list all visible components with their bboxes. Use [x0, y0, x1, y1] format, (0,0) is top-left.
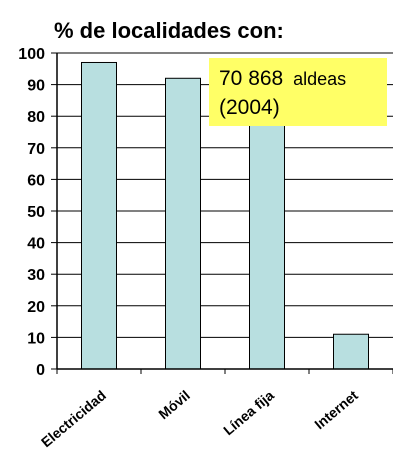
x-tick-label: Electricidad	[38, 387, 109, 450]
bar	[249, 112, 285, 370]
bar	[81, 61, 117, 370]
y-tick-label: 10	[27, 330, 45, 347]
x-tick-label: Línea fija	[220, 387, 277, 438]
y-tick-label: 70	[27, 141, 45, 158]
bar	[333, 333, 369, 370]
y-tick-label: 0	[36, 362, 45, 379]
bar	[165, 77, 201, 370]
chart-title: % de localidades con:	[54, 18, 284, 43]
annotation-number: 70 868	[219, 67, 283, 90]
annotation-background	[209, 58, 387, 126]
annotation-unit: aldeas	[293, 69, 346, 89]
y-tick-label: 40	[27, 236, 45, 253]
annotation-line-2: (2004)	[219, 96, 280, 119]
y-tick-label: 50	[27, 204, 45, 221]
x-tick-label: Móvil	[155, 387, 193, 422]
x-tick-labels: Electricidad Móvil Línea fija Internet	[38, 387, 361, 450]
y-tick-label: 20	[27, 299, 45, 316]
y-tick-label: 90	[27, 78, 45, 95]
annotation-line-1: 70 868 aldeas	[219, 67, 346, 90]
x-tick-label: Internet	[311, 387, 361, 432]
y-tick-label: 80	[27, 109, 45, 126]
annotation-box: 70 868 aldeas (2004)	[209, 58, 387, 126]
y-tick-label: 100	[18, 46, 45, 63]
y-tick-label: 60	[27, 172, 45, 189]
y-tick-label: 30	[27, 267, 45, 284]
y-tick-labels: 0 10 20 30 40 50 60 70 80 90 100	[18, 46, 57, 379]
